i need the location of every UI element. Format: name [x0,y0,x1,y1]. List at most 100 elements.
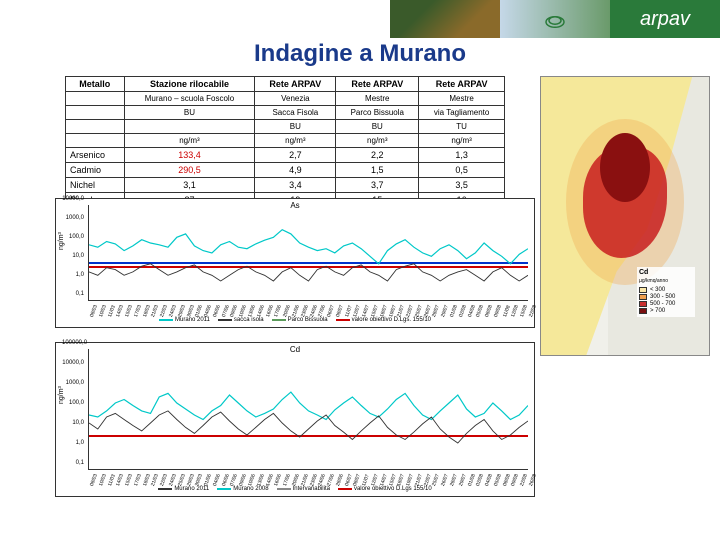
map-legend-swatch [639,301,647,307]
ytick: 1,0 [62,440,84,446]
legend-swatch [158,488,172,490]
col-h1-3: Rete ARPAV [336,77,419,92]
col-h1-1: Stazione rilocabile [124,77,255,92]
legend-label: valore obiettivo D.Lgs. 155/10 [352,317,431,323]
col-h4-1 [124,120,255,134]
map-legend-title: Cd [639,269,693,276]
legend-swatch [338,488,352,490]
legend-label: Murano 2011 [175,317,210,323]
map-legend-label: 300 - 500 [650,294,675,300]
col-h4-0 [66,120,125,134]
row-label-1: Cadmio [66,163,125,178]
legend-label: Parco Bissuola [288,317,328,323]
table-row: Arsenico133,42,72,21,3 [66,148,505,163]
legend-label: Murano 2011 [174,486,209,492]
map-legend-row: 500 - 700 [639,301,693,307]
series-line [89,392,528,419]
col-h4-3: BU [336,120,419,134]
col-h2-2: Venezia [255,92,336,106]
map-legend-label: > 700 [650,308,665,314]
ytick: 10000,0 [62,360,84,366]
legend-label: Intervariabilità [293,486,330,492]
col-h1-0: Metallo [66,77,125,92]
legend-swatch [336,319,350,321]
col-h4-2: BU [255,120,336,134]
legend-swatch [159,319,173,321]
series-svg [89,205,528,300]
ytick: 100,0 [62,234,84,240]
legend-swatch [277,488,291,490]
chart-as-legend: Murano 2011 sacca isola Parco Bissuola valo… [56,315,534,325]
row-label-2: Nichel [66,178,125,193]
col-h2-4: Mestre [419,92,505,106]
unit-4: ng/m³ [419,134,505,148]
col-h2-1: Murano – scuola Foscolo [124,92,255,106]
row-label-0: Arsenico [66,148,125,163]
ytick: 10,0 [62,420,84,426]
table-head: MetalloStazione rilocabileRete ARPAVRete… [66,77,505,148]
map-zone-darkred [600,133,650,203]
legend-item: sacca isola [218,315,264,325]
unit-2: ng/m³ [255,134,336,148]
header-logo-strip: arpav [390,0,720,38]
series-line [89,230,528,264]
cell-2-1: 3,4 [255,178,336,193]
map-legend: Cd µg/kmq/anno < 300300 - 500500 - 700> … [637,267,695,317]
map-legend-row: 300 - 500 [639,294,693,300]
ytick: 0,1 [62,291,84,297]
map-legend-unit: µg/kmq/anno [639,278,693,284]
series-line [89,411,528,443]
page-title: Indagine a Murano [0,40,720,68]
chart-as: As ng/m³ 08/0310/0311/0314/0315/0317/031… [55,198,535,328]
ytick: 10,0 [62,253,84,259]
legend-item: valore obiettivo D.Lgs 155/10 [338,484,432,494]
ytick: 1000,0 [62,215,84,221]
legend-label: valore obiettivo D.Lgs 155/10 [354,486,432,492]
brand-logo: arpav [610,0,720,38]
legend-label: Murano 2008 [233,486,268,492]
unit-1: ng/m³ [124,134,255,148]
series-svg [89,349,528,469]
legend-swatch [218,319,232,321]
series-line [89,264,528,281]
ytick: 100,0 [62,400,84,406]
map-legend-label: < 300 [650,287,665,293]
legend-item: Murano 2011 [158,484,209,494]
table-row: Nichel3,13,43,73,5 [66,178,505,193]
cell-2-0: 3,1 [124,178,255,193]
chart-as-plot: 08/0310/0311/0314/0315/0317/0318/0321/03… [88,205,528,301]
chart-cd: Cd ng/m³ 08/0310/0311/0314/0315/0317/031… [55,342,535,497]
cell-1-3: 0,5 [419,163,505,178]
cell-1-1: 4,9 [255,163,336,178]
map-legend-row: < 300 [639,287,693,293]
chart-cd-plot: 08/0310/0311/0314/0315/0317/0318/0321/03… [88,349,528,470]
metals-table: MetalloStazione rilocabileRete ARPAVRete… [65,76,505,208]
ytick: 1,0 [62,272,84,278]
cell-2-3: 3,5 [419,178,505,193]
legend-item: Murano 2011 [159,315,210,325]
map-legend-swatch [639,294,647,300]
legend-label: sacca isola [234,317,264,323]
cell-1-2: 1,5 [336,163,419,178]
ytick: 10000,0 [62,196,84,202]
map-legend-swatch [639,287,647,293]
col-h1-4: Rete ARPAV [419,77,505,92]
ytick: 0,1 [62,460,84,466]
legend-item: Parco Bissuola [272,315,328,325]
col-h3-1: BU [124,106,255,120]
cell-2-2: 3,7 [336,178,419,193]
table-row: Cadmio290,54,91,50,5 [66,163,505,178]
col-h4-4: TU [419,120,505,134]
cell-0-0: 133,4 [124,148,255,163]
legend-item: valore obiettivo D.Lgs. 155/10 [336,315,431,325]
col-h2-3: Mestre [336,92,419,106]
col-h2-0 [66,92,125,106]
col-h3-0 [66,106,125,120]
ytick: 1000,0 [62,380,84,386]
cell-0-2: 2,2 [336,148,419,163]
header-emblem-a [390,0,500,38]
col-h1-2: Rete ARPAV [255,77,336,92]
legend-swatch [217,488,231,490]
header-emblem-b [500,0,610,38]
legend-item: Intervariabilità [277,484,330,494]
